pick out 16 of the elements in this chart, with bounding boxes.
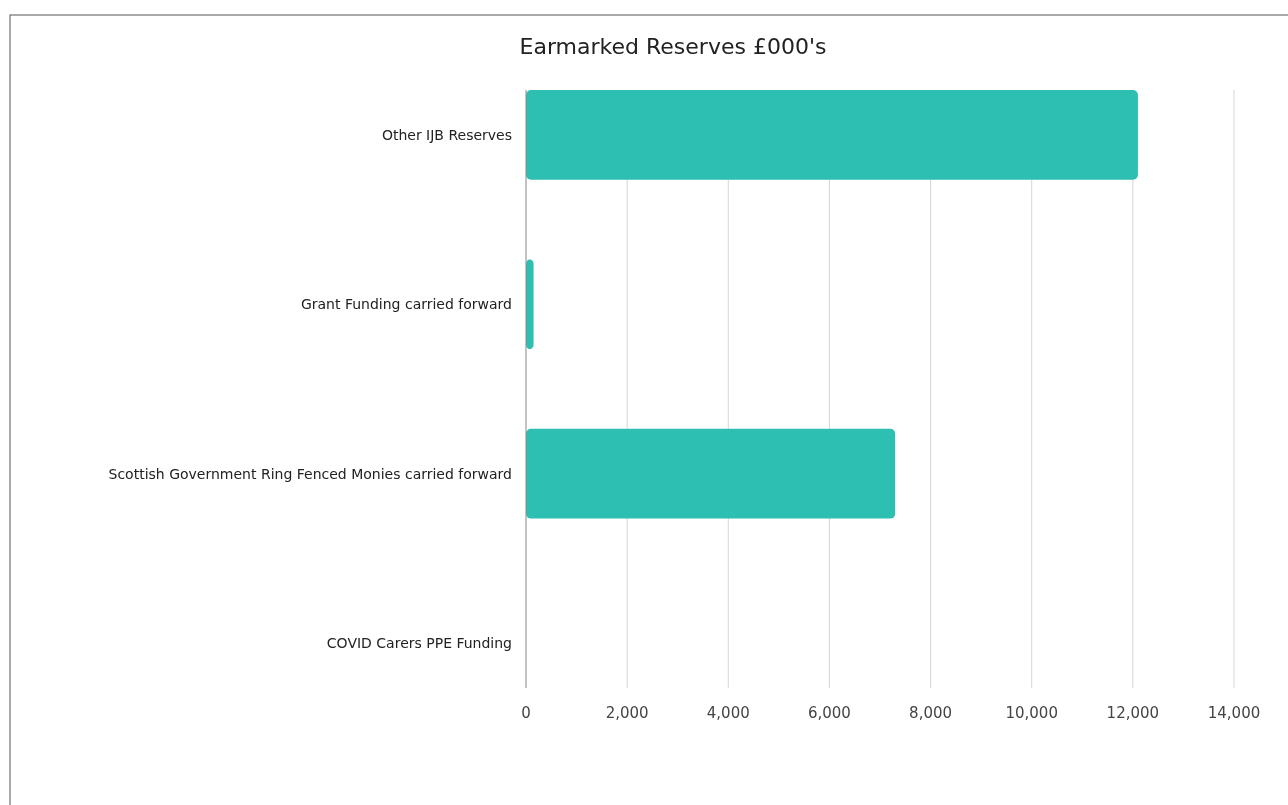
- x-tick-label: 12,000: [1106, 704, 1160, 722]
- x-tick-label: 4,000: [706, 704, 750, 722]
- chart-title: Earmarked Reserves £000's: [519, 34, 827, 59]
- x-tick-label: 0: [521, 704, 531, 722]
- y-tick-label: Scottish Government Ring Fenced Monies carried forward: [108, 465, 512, 482]
- x-tick-label: 2,000: [605, 704, 649, 722]
- bar: [526, 90, 1138, 180]
- x-tick-label: 8,000: [909, 704, 953, 722]
- bar: [526, 428, 896, 519]
- y-tick-label: Grant Funding carried forward: [300, 296, 512, 313]
- y-tick-label: COVID Carers PPE Funding: [326, 635, 512, 652]
- x-tick-label: 6,000: [807, 704, 851, 722]
- y-tick-label: Other IJB Reserves: [381, 126, 512, 143]
- bar: [526, 259, 534, 350]
- x-tick-label: 10,000: [1005, 704, 1058, 722]
- x-tick-label: 14,000: [1207, 704, 1261, 722]
